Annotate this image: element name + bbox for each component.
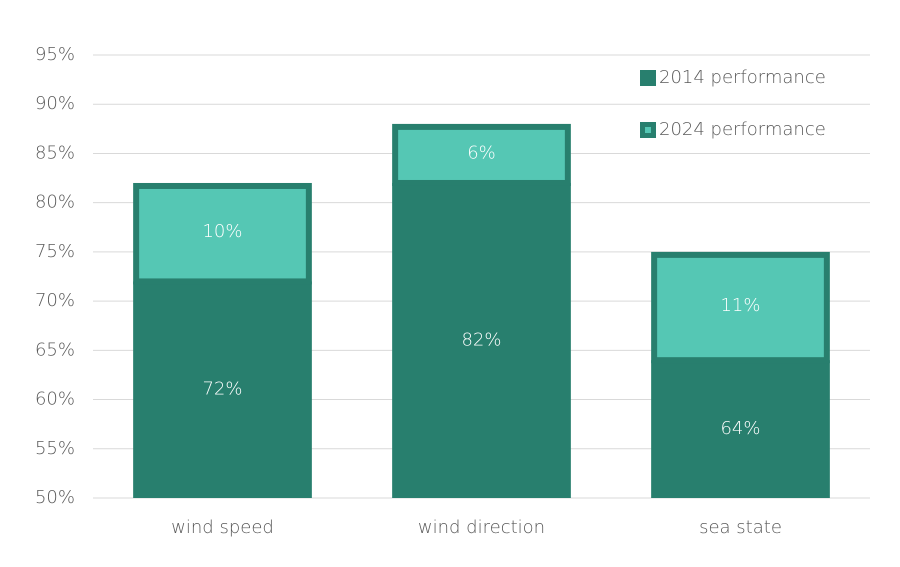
bar-segment — [133, 182, 312, 285]
y-tick-label: 85% — [35, 142, 75, 163]
data-label: 64% — [720, 418, 760, 439]
data-label: 6% — [467, 142, 496, 163]
data-label: 11% — [720, 295, 760, 316]
bar-segment — [133, 281, 312, 498]
y-tick-label: 50% — [35, 487, 75, 508]
y-tick-label: 60% — [35, 389, 75, 410]
data-label: 82% — [461, 329, 501, 350]
y-tick-label: 70% — [35, 290, 75, 311]
data-label: 72% — [202, 379, 242, 400]
bar-segment — [651, 360, 830, 498]
legend-label: 2024 performance — [659, 119, 826, 140]
legend-label: 2014 performance — [659, 67, 826, 88]
bar-segment — [392, 123, 571, 186]
data-label: 10% — [202, 221, 242, 242]
legend-swatch — [640, 70, 656, 86]
y-tick-label: 55% — [35, 438, 75, 459]
x-tick-label: wind speed — [171, 517, 274, 538]
y-tick-label: 90% — [35, 93, 75, 114]
bar-segment — [651, 251, 830, 364]
x-tick-label: sea state — [699, 517, 782, 538]
y-tick-label: 75% — [35, 241, 75, 262]
legend-swatch — [645, 127, 651, 133]
y-tick-label: 80% — [35, 192, 75, 213]
y-tick-label: 95% — [35, 44, 75, 65]
bar-segment — [392, 182, 571, 498]
y-tick-label: 65% — [35, 339, 75, 360]
x-tick-label: wind direction — [418, 517, 545, 538]
